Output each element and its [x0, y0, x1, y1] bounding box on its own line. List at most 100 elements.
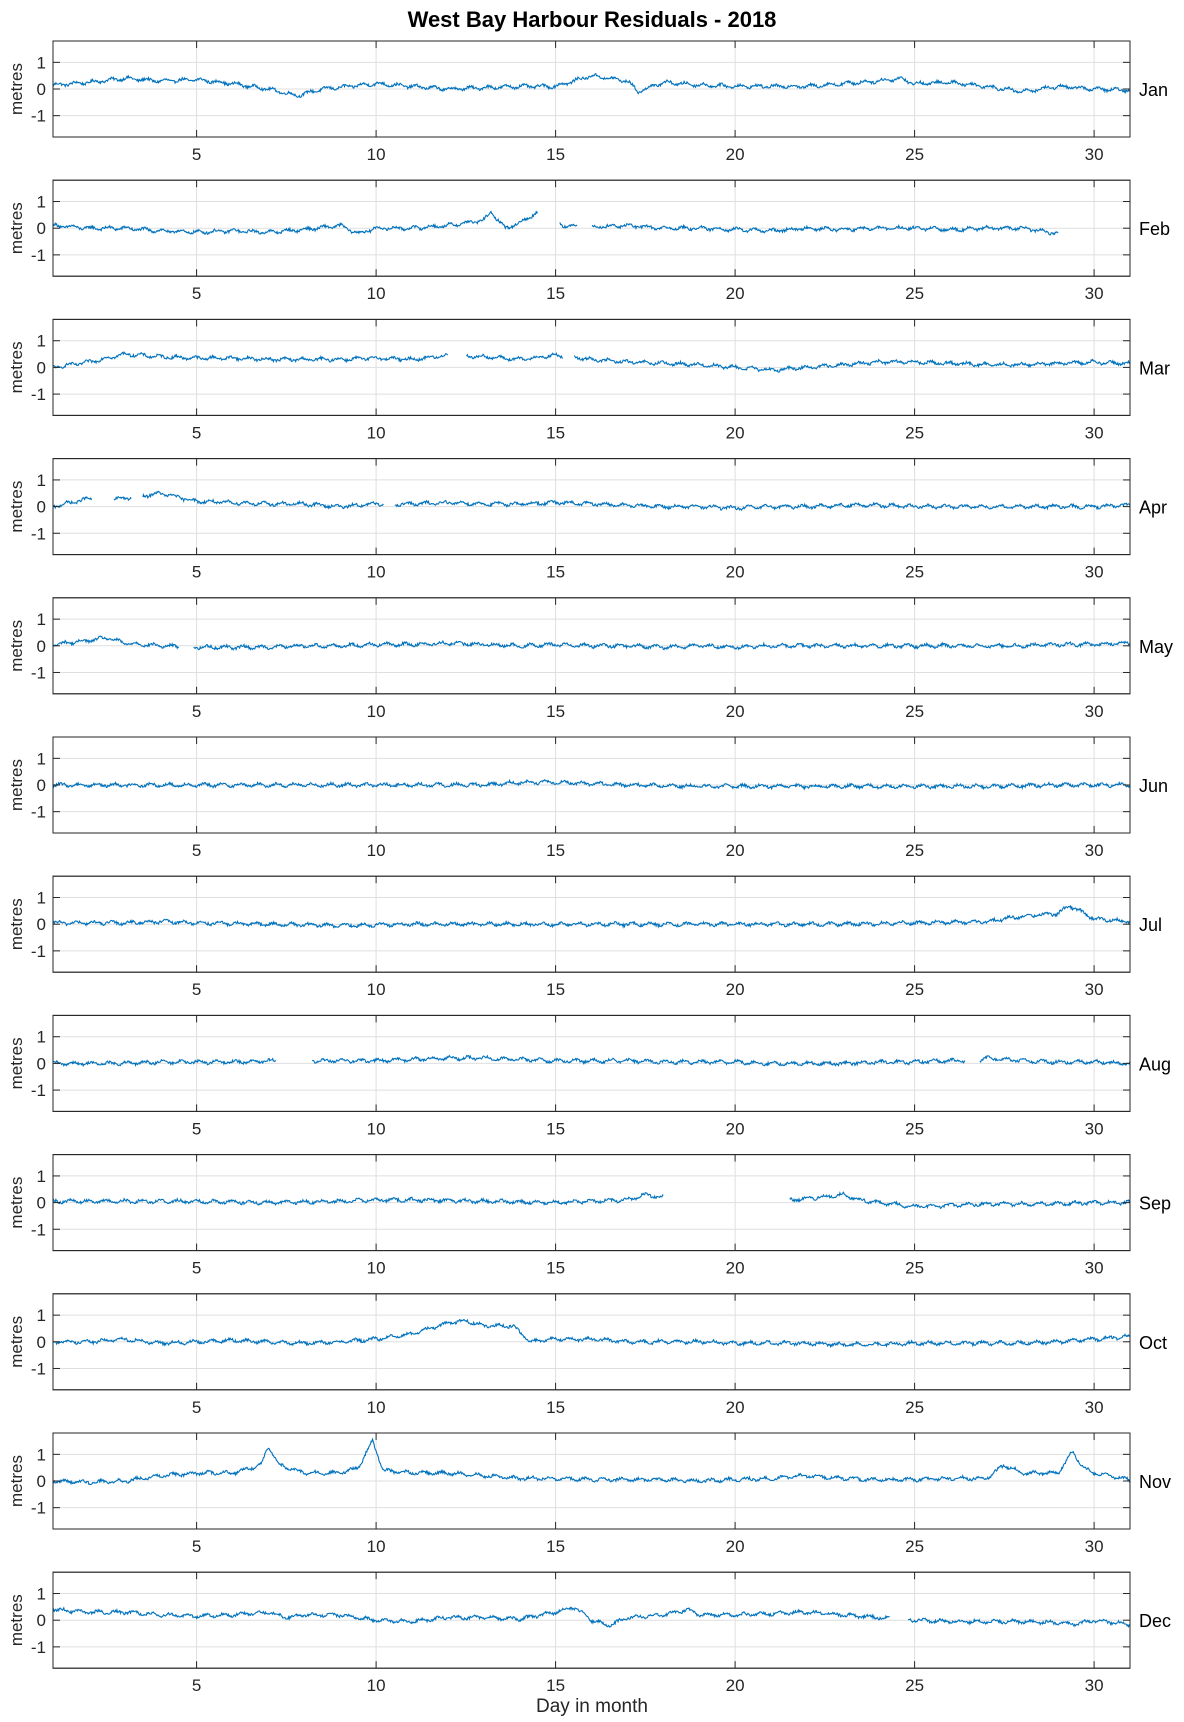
- y-tick-label: -1: [31, 663, 46, 682]
- data-trace-sep: [52, 1191, 1131, 1210]
- data-trace-feb: [52, 210, 1059, 236]
- x-tick-label: 25: [905, 1537, 924, 1556]
- y-tick-label: -1: [31, 107, 46, 126]
- x-tick-label: 5: [192, 702, 201, 721]
- y-axis-label: metres: [7, 341, 26, 393]
- x-tick-label: 10: [367, 1537, 386, 1556]
- month-label: Jul: [1139, 915, 1162, 935]
- y-tick-label: 1: [37, 610, 46, 629]
- x-tick-label: 25: [905, 980, 924, 999]
- y-axis-label: metres: [7, 1594, 26, 1646]
- x-tick-label: 10: [367, 980, 386, 999]
- data-trace-aug: [52, 1054, 1131, 1068]
- y-tick-label: -1: [31, 524, 46, 543]
- x-tick-label: 20: [726, 1119, 745, 1138]
- x-tick-label: 10: [367, 1676, 386, 1695]
- y-tick-label: 0: [37, 1611, 46, 1630]
- y-axis-label: metres: [7, 481, 26, 533]
- x-tick-label: 15: [546, 1398, 565, 1417]
- x-tick-label: 20: [726, 563, 745, 582]
- month-label: Feb: [1139, 219, 1170, 239]
- y-tick-label: -1: [31, 1220, 46, 1239]
- y-axis-label: metres: [7, 759, 26, 811]
- x-axis-label: Day in month: [536, 1696, 648, 1717]
- x-tick-label: 15: [546, 980, 565, 999]
- data-trace-nov: [53, 1437, 1131, 1486]
- x-tick-label: 30: [1085, 702, 1104, 721]
- x-tick-label: 5: [192, 1259, 201, 1278]
- y-tick-label: 0: [37, 80, 46, 99]
- y-tick-label: 0: [37, 498, 46, 517]
- y-tick-label: 1: [37, 1028, 46, 1047]
- y-tick-label: 1: [37, 471, 46, 490]
- y-tick-label: -1: [31, 1638, 46, 1657]
- x-tick-label: 5: [192, 980, 201, 999]
- x-tick-label: 20: [726, 702, 745, 721]
- x-tick-label: 5: [192, 1676, 201, 1695]
- x-tick-label: 5: [192, 145, 201, 164]
- y-tick-label: 1: [37, 889, 46, 908]
- x-tick-label: 15: [546, 145, 565, 164]
- data-trace-jul: [52, 904, 1131, 929]
- y-tick-label: 0: [37, 1333, 46, 1352]
- y-tick-label: 0: [37, 776, 46, 795]
- y-tick-label: 0: [37, 637, 46, 656]
- x-tick-label: 25: [905, 423, 924, 442]
- y-tick-label: 1: [37, 53, 46, 72]
- data-trace-jan: [52, 73, 1131, 99]
- x-tick-label: 15: [546, 284, 565, 303]
- data-trace-jun: [52, 778, 1131, 791]
- x-tick-label: 25: [905, 1676, 924, 1695]
- x-tick-label: 10: [367, 702, 386, 721]
- x-tick-label: 15: [546, 1119, 565, 1138]
- month-label: Oct: [1139, 1333, 1167, 1353]
- x-tick-label: 20: [726, 423, 745, 442]
- y-tick-label: -1: [31, 385, 46, 404]
- x-tick-label: 25: [905, 145, 924, 164]
- x-tick-label: 30: [1085, 1119, 1104, 1138]
- data-trace-dec: [52, 1606, 1130, 1628]
- x-tick-label: 30: [1085, 145, 1104, 164]
- x-tick-label: 30: [1085, 1259, 1104, 1278]
- y-axis-label: metres: [7, 202, 26, 254]
- x-tick-label: 30: [1085, 1537, 1104, 1556]
- x-tick-label: 5: [192, 563, 201, 582]
- y-tick-label: -1: [31, 1359, 46, 1378]
- data-trace-apr: [52, 490, 1131, 511]
- data-trace-mar: [52, 350, 1131, 373]
- x-tick-label: 10: [367, 145, 386, 164]
- x-tick-label: 5: [192, 284, 201, 303]
- month-label: May: [1139, 637, 1173, 657]
- x-tick-label: 30: [1085, 563, 1104, 582]
- x-tick-label: 20: [726, 841, 745, 860]
- y-tick-label: -1: [31, 803, 46, 822]
- y-tick-label: -1: [31, 1081, 46, 1100]
- x-tick-label: 30: [1085, 1398, 1104, 1417]
- x-tick-label: 5: [192, 841, 201, 860]
- y-axis-label: metres: [7, 898, 26, 950]
- y-tick-label: 0: [37, 358, 46, 377]
- x-tick-label: 15: [546, 1537, 565, 1556]
- x-tick-label: 15: [546, 1259, 565, 1278]
- y-tick-label: 1: [37, 1445, 46, 1464]
- x-tick-label: 5: [192, 1537, 201, 1556]
- x-tick-label: 20: [726, 145, 745, 164]
- month-label: Mar: [1139, 358, 1170, 378]
- month-label: Jan: [1139, 80, 1168, 100]
- x-tick-label: 25: [905, 284, 924, 303]
- x-tick-label: 5: [192, 1119, 201, 1138]
- x-tick-label: 30: [1085, 423, 1104, 442]
- y-axis-label: metres: [7, 620, 26, 672]
- x-tick-label: 10: [367, 1259, 386, 1278]
- x-tick-label: 30: [1085, 284, 1104, 303]
- x-tick-label: 25: [905, 841, 924, 860]
- y-axis-label: metres: [7, 1177, 26, 1229]
- y-tick-label: 1: [37, 1167, 46, 1186]
